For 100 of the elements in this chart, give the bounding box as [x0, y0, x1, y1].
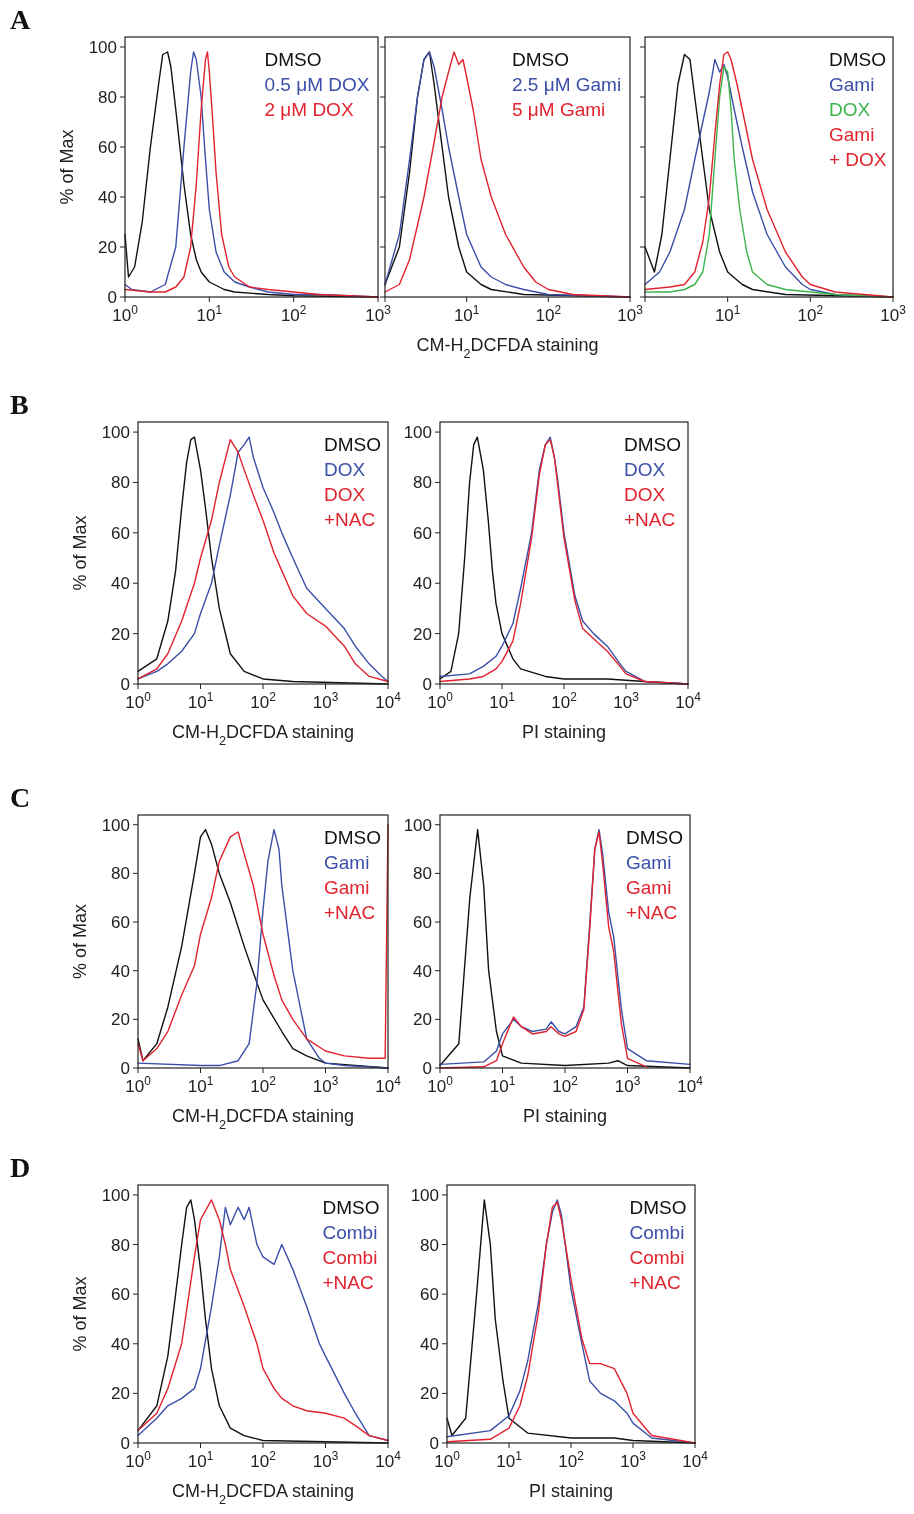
- y-tick-label: 20: [98, 238, 117, 257]
- y-tick-label: 20: [420, 1384, 439, 1404]
- text: DOX: [829, 99, 871, 120]
- text: Combi +NAC: [322, 1247, 378, 1293]
- y-tick-label: 40: [413, 961, 432, 981]
- text: DMSO: [324, 434, 381, 455]
- y-axis-title: % of Max: [70, 515, 90, 591]
- y-tick-label: 100: [101, 815, 130, 835]
- text: DMSO: [624, 434, 681, 455]
- text: DMSO: [829, 49, 886, 70]
- text: DOX +NAC: [624, 484, 676, 530]
- x-tick-label: 10$^{2}$: [558, 1449, 585, 1471]
- series-label: Combi: [322, 1222, 378, 1243]
- x-tick-label: 10$^{3}$: [312, 690, 339, 712]
- x-axis-title: CM-H$_{2}$DCFDA staining: [171, 1106, 355, 1132]
- text: 2 μM DOX: [264, 99, 354, 120]
- text: DOX: [324, 459, 366, 480]
- x-tick-label: 10$^{4}$: [675, 690, 702, 712]
- x-tick-label: 10$^{3}$: [312, 1074, 339, 1096]
- y-tick-label: 60: [111, 1285, 130, 1305]
- series-label: Gami +NAC: [324, 877, 376, 923]
- x-tick-label: 10$^{2}$: [551, 690, 578, 712]
- y-axis-title: % of Max: [70, 903, 90, 980]
- y-tick-label: 60: [413, 523, 432, 543]
- x-tick-label: 10$^{1}$: [187, 690, 214, 712]
- y-tick-label: 80: [413, 864, 432, 884]
- series-label: Gami +NAC: [626, 877, 678, 923]
- x-tick-label: 10$^{2}$: [552, 1074, 579, 1096]
- y-tick-label: 60: [111, 913, 130, 933]
- x-tick-label: 10$^{1}$: [453, 303, 480, 325]
- text: DMSO: [629, 1197, 687, 1218]
- text: DOX +NAC: [324, 484, 376, 530]
- text: Combi +NAC: [629, 1247, 685, 1293]
- x-tick-label: 10$^{2}$: [250, 690, 277, 712]
- y-tick-label: 40: [111, 1334, 130, 1354]
- y-tick-label: 20: [413, 1010, 432, 1030]
- text: Gami: [324, 852, 370, 873]
- x-tick-label: 10$^{1}$: [489, 1074, 516, 1096]
- x-axis-title: CM-H$_{2}$DCFDA staining: [171, 1481, 355, 1507]
- y-tick-label: 60: [420, 1285, 439, 1305]
- text: Gami + DOX: [829, 124, 887, 170]
- x-axis-title: PI staining: [528, 1481, 614, 1501]
- x-tick-label: 10$^{1}$: [187, 1449, 214, 1471]
- x-tick-label: 10$^{3}$: [365, 303, 392, 325]
- y-tick-label: 60: [413, 913, 432, 933]
- y-tick-label: 40: [413, 574, 432, 594]
- y-tick-label: 60: [98, 138, 117, 157]
- chart-title: A: [10, 4, 31, 35]
- y-tick-label: 40: [111, 961, 130, 981]
- x-tick-label: 10$^{4}$: [375, 1449, 402, 1471]
- x-tick-label: 10$^{1}$: [496, 1449, 523, 1471]
- x-axis-title: PI staining: [522, 1106, 608, 1126]
- y-tick-label: 80: [111, 1235, 130, 1255]
- y-tick-label: 20: [111, 624, 130, 644]
- y-tick-label: 80: [111, 473, 130, 493]
- y-tick-label: 40: [111, 574, 130, 594]
- x-tick-label: 10$^{4}$: [375, 1074, 402, 1096]
- y-axis-title: % of Max: [70, 1276, 90, 1352]
- x-tick-label: 10$^{1}$: [714, 303, 741, 325]
- y-tick-label: 100: [403, 815, 432, 835]
- chart-title: D: [10, 1152, 31, 1183]
- text: DMSO: [512, 49, 569, 70]
- y-axis-title: % of Max: [57, 129, 77, 205]
- x-tick-label: 10$^{4}$: [682, 1449, 709, 1471]
- x-tick-label: 10$^{3}$: [614, 1074, 641, 1096]
- x-tick-label: 10$^{1}$: [489, 690, 516, 712]
- x-tick-label: 10$^{1}$: [196, 303, 223, 325]
- y-tick-label: 100: [88, 38, 117, 57]
- x-tick-label: 10$^{2}$: [535, 303, 562, 325]
- text: Gami: [829, 74, 875, 95]
- y-tick-label: 100: [101, 423, 130, 443]
- x-tick-label: 10$^{2}$: [250, 1449, 277, 1471]
- y-tick-label: 40: [98, 188, 117, 207]
- x-tick-label: 10$^{1}$: [187, 1074, 214, 1096]
- y-tick-label: 80: [420, 1235, 439, 1255]
- x-tick-label: 10$^{4}$: [677, 1074, 704, 1096]
- x-tick-label: 10$^{3}$: [617, 303, 644, 325]
- text: 0.5 μM DOX: [264, 74, 370, 95]
- x-tick-label: 10$^{3}$: [880, 303, 907, 325]
- series-label: 5 μM Gami: [512, 99, 606, 120]
- y-tick-label: 20: [413, 624, 432, 644]
- x-axis-title: CM-H$_{2}$DCFDA staining: [171, 722, 355, 748]
- chart-title: C: [10, 782, 31, 813]
- y-tick-label: 80: [98, 88, 117, 107]
- x-tick-label: 10$^{3}$: [312, 1449, 339, 1471]
- x-tick-label: 10$^{2}$: [250, 1074, 277, 1096]
- x-tick-label: 10$^{3}$: [613, 690, 640, 712]
- text: DMSO: [626, 827, 683, 848]
- text: DMSO: [264, 49, 322, 70]
- y-tick-label: 80: [111, 864, 130, 884]
- x-axis-title: PI staining: [521, 722, 607, 742]
- y-tick-label: 40: [420, 1334, 439, 1354]
- y-tick-label: 20: [111, 1384, 130, 1404]
- text: DOX: [624, 459, 666, 480]
- x-tick-label: 10$^{2}$: [280, 303, 307, 325]
- x-tick-label: 10$^{2}$: [797, 303, 824, 325]
- y-tick-label: 100: [101, 1185, 130, 1205]
- text: 2.5 μM Gami: [512, 74, 622, 95]
- y-tick-label: 20: [111, 1010, 130, 1030]
- text: DMSO: [322, 1197, 380, 1218]
